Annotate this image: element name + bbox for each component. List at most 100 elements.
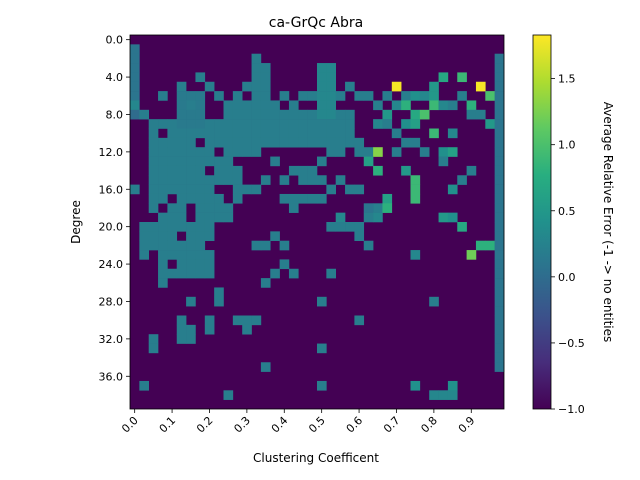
- heatmap-cell: [317, 193, 327, 204]
- heatmap-cell: [251, 240, 262, 251]
- heatmap-cell: [186, 147, 196, 157]
- heatmap-cell: [139, 380, 149, 391]
- y-axis-label: Degree: [69, 200, 83, 244]
- heatmap-cell: [204, 119, 215, 129]
- heatmap-cell: [429, 390, 439, 400]
- heatmap-cell: [298, 137, 308, 148]
- heatmap-cell: [447, 128, 458, 139]
- heatmap-cell: [354, 231, 365, 241]
- heatmap-cell: [158, 119, 168, 129]
- heatmap-cell: [130, 184, 140, 195]
- heatmap-cell: [288, 268, 299, 279]
- heatmap-cell: [326, 147, 336, 157]
- heatmap-cell: [223, 203, 234, 213]
- heatmap-cell: [307, 175, 318, 185]
- heatmap-cell: [345, 119, 355, 129]
- heatmap-cell: [354, 91, 365, 101]
- heatmap-cell: [148, 222, 159, 232]
- heatmap-cell: [176, 250, 187, 260]
- heatmap-cell: [401, 91, 411, 101]
- x-axis-ticks: 0.0 0.1 0.2 0.3 0.4 0.5 0.6 0.7 0.8 0.9: [119, 409, 477, 435]
- heatmap-cell: [242, 109, 252, 120]
- heatmap-cell: [335, 175, 346, 185]
- heatmap-cell: [475, 240, 486, 251]
- heatmap-cell: [158, 212, 168, 223]
- heatmap-cell: [373, 212, 383, 223]
- heatmap-cell: [158, 91, 168, 101]
- heatmap-cell: [494, 156, 505, 167]
- heatmap-cell: [494, 63, 505, 73]
- heatmap-cell: [204, 231, 215, 241]
- heatmap-cell: [242, 147, 252, 157]
- heatmap-cell: [204, 250, 215, 260]
- heatmap-cell: [251, 119, 262, 129]
- heatmap-cell: [429, 296, 439, 307]
- y-tick-label: 20.0: [99, 221, 124, 234]
- heatmap-cell: [195, 222, 206, 232]
- heatmap-cell: [176, 184, 187, 195]
- heatmap-cell: [195, 128, 206, 139]
- heatmap-cell: [466, 109, 477, 120]
- heatmap-cell: [176, 165, 187, 176]
- heatmap-cell: [176, 175, 187, 185]
- heatmap-cell: [148, 184, 159, 195]
- heatmap-cell: [429, 100, 439, 111]
- heatmap-cell: [214, 212, 224, 223]
- heatmap-cell: [270, 109, 280, 120]
- heatmap-cell: [158, 175, 168, 185]
- heatmap-cell: [288, 193, 299, 204]
- heatmap-cell: [148, 203, 159, 213]
- x-tick-label: 0.3: [231, 414, 253, 436]
- heatmap-cell: [317, 137, 327, 148]
- heatmap-cell: [401, 165, 411, 176]
- heatmap-cell: [176, 193, 187, 204]
- heatmap-cell: [214, 128, 224, 139]
- heatmap-cell: [158, 147, 168, 157]
- heatmap-cell: [326, 109, 336, 120]
- heatmap-cell: [176, 128, 187, 139]
- heatmap-cell: [307, 91, 318, 101]
- plot-frame: [129, 34, 505, 410]
- heatmap-cell: [195, 175, 206, 185]
- heatmap-cell: [195, 109, 206, 120]
- heatmap-cell: [167, 222, 178, 232]
- x-tick-label: 0.1: [157, 414, 179, 436]
- heatmap-cell: [494, 175, 505, 185]
- heatmap-cell: [176, 222, 187, 232]
- heatmap-cell: [363, 212, 374, 223]
- heatmap-cell: [373, 100, 383, 111]
- heatmap-cell: [494, 278, 505, 288]
- heatmap-cell: [494, 72, 505, 83]
- heatmap-cell: [260, 128, 271, 139]
- heatmap-cell: [158, 165, 168, 176]
- heatmap-cell: [401, 137, 411, 148]
- heatmap-cell: [148, 343, 159, 354]
- heatmap-cell: [186, 334, 196, 344]
- heatmap-cell: [214, 193, 224, 204]
- x-tick-label: 0.2: [194, 414, 216, 436]
- heatmap-cell: [260, 100, 271, 111]
- heatmap-cell: [251, 109, 262, 120]
- heatmap-cell: [242, 81, 252, 92]
- heatmap-cell: [186, 222, 196, 232]
- heatmap-cell: [204, 259, 215, 270]
- heatmap-cell: [214, 287, 224, 298]
- heatmap-cell: [251, 100, 262, 111]
- heatmap-cell: [176, 334, 187, 344]
- heatmap-cell: [494, 165, 505, 176]
- heatmap-cell: [204, 222, 215, 232]
- heatmap-cell: [232, 147, 243, 157]
- heatmap-cell: [130, 91, 140, 101]
- heatmap-cell: [223, 137, 234, 148]
- heatmap-cell: [494, 287, 505, 298]
- heatmap-cell: [204, 324, 215, 335]
- heatmap-cell: [251, 137, 262, 148]
- heatmap-cell: [204, 315, 215, 326]
- heatmap-cell: [195, 259, 206, 270]
- heatmap-cell: [345, 109, 355, 120]
- heatmap-cell: [195, 250, 206, 260]
- heatmap-cell: [410, 250, 421, 260]
- heatmap-cell: [167, 175, 178, 185]
- heatmap-cell: [345, 222, 355, 232]
- heatmap-cell: [139, 231, 149, 241]
